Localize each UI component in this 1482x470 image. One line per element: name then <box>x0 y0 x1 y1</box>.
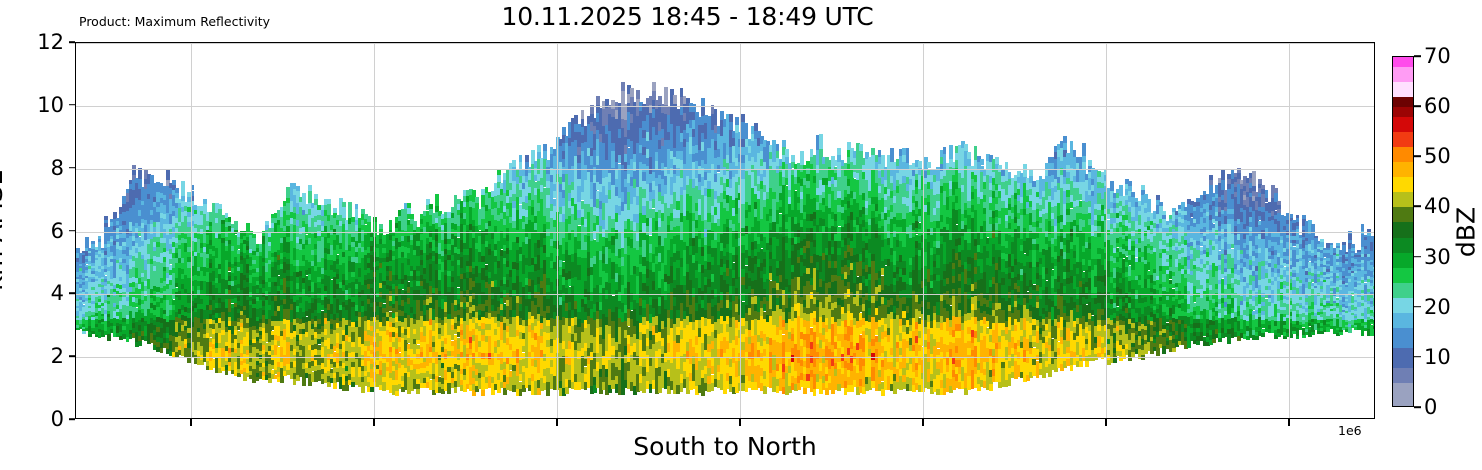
y-tick-label: 0 <box>51 407 64 431</box>
x-tick-mark <box>739 419 741 426</box>
y-tick-label: 8 <box>51 156 64 180</box>
x-axis-title: South to North <box>75 432 1375 461</box>
colorbar-tick-label: 50 <box>1424 144 1451 168</box>
x-tick-mark <box>1105 419 1107 426</box>
colorbar-tick-label: 40 <box>1424 194 1451 218</box>
y-tick-mark <box>69 41 75 43</box>
plot-area <box>75 42 1375 419</box>
colorbar-tick-label: 60 <box>1424 94 1451 118</box>
colorbar-band <box>1393 82 1413 97</box>
colorbar-tick-mark <box>1414 306 1421 308</box>
x-tick-mark <box>190 419 192 426</box>
colorbar-tick-label: 20 <box>1424 295 1451 319</box>
x-tick-mark <box>556 419 558 426</box>
colorbar-band <box>1393 283 1413 298</box>
colorbar-band <box>1393 348 1413 368</box>
colorbar-band <box>1393 328 1413 348</box>
colorbar-tick-mark <box>1414 256 1421 258</box>
colorbar-band <box>1393 177 1413 192</box>
reflectivity-field <box>76 43 1374 418</box>
colorbar <box>1392 56 1414 407</box>
colorbar-band <box>1393 298 1413 313</box>
colorbar-band <box>1393 383 1413 407</box>
colorbar-band <box>1393 147 1413 162</box>
x-tick-mark <box>373 419 375 426</box>
y-tick-mark <box>69 355 75 357</box>
y-tick-label: 12 <box>37 30 64 54</box>
colorbar-band <box>1393 207 1413 222</box>
x-tick-mark <box>922 419 924 426</box>
y-tick-mark <box>69 293 75 295</box>
colorbar-band <box>1393 253 1413 268</box>
colorbar-tick-mark <box>1414 206 1421 208</box>
x-axis-offset-label: 1e6 <box>1338 423 1362 438</box>
y-axis-title: km AMSL <box>0 171 9 291</box>
colorbar-band <box>1393 117 1413 132</box>
colorbar-band <box>1393 192 1413 207</box>
y-tick-label: 10 <box>37 93 64 117</box>
colorbar-band <box>1393 132 1413 147</box>
colorbar-gradient <box>1392 56 1414 407</box>
y-tick-mark <box>69 167 75 169</box>
colorbar-tick-mark <box>1414 406 1421 408</box>
colorbar-tick-mark <box>1414 105 1421 107</box>
colorbar-tick-label: 0 <box>1424 395 1437 419</box>
colorbar-tick-mark <box>1414 155 1421 157</box>
colorbar-band <box>1393 222 1413 237</box>
colorbar-tick-mark <box>1414 356 1421 358</box>
colorbar-band <box>1393 97 1413 107</box>
y-tick-mark <box>69 418 75 420</box>
colorbar-tick-label: 30 <box>1424 245 1451 269</box>
colorbar-tick-label: 10 <box>1424 345 1451 369</box>
colorbar-tick-label: 70 <box>1424 44 1451 68</box>
colorbar-band <box>1393 238 1413 253</box>
colorbar-band <box>1393 368 1413 383</box>
y-tick-label: 2 <box>51 344 64 368</box>
colorbar-band <box>1393 313 1413 328</box>
y-tick-mark <box>69 104 75 106</box>
y-tick-mark <box>69 230 75 232</box>
chart-title: 10.11.2025 18:45 - 18:49 UTC <box>0 2 1375 32</box>
colorbar-title: dBZ <box>1452 207 1481 257</box>
colorbar-band <box>1393 107 1413 117</box>
colorbar-band <box>1393 57 1413 67</box>
colorbar-band <box>1393 268 1413 283</box>
y-tick-label: 4 <box>51 281 64 305</box>
y-tick-label: 6 <box>51 219 64 243</box>
colorbar-band <box>1393 162 1413 177</box>
colorbar-band <box>1393 67 1413 82</box>
colorbar-tick-mark <box>1414 55 1421 57</box>
x-tick-mark <box>1288 419 1290 426</box>
